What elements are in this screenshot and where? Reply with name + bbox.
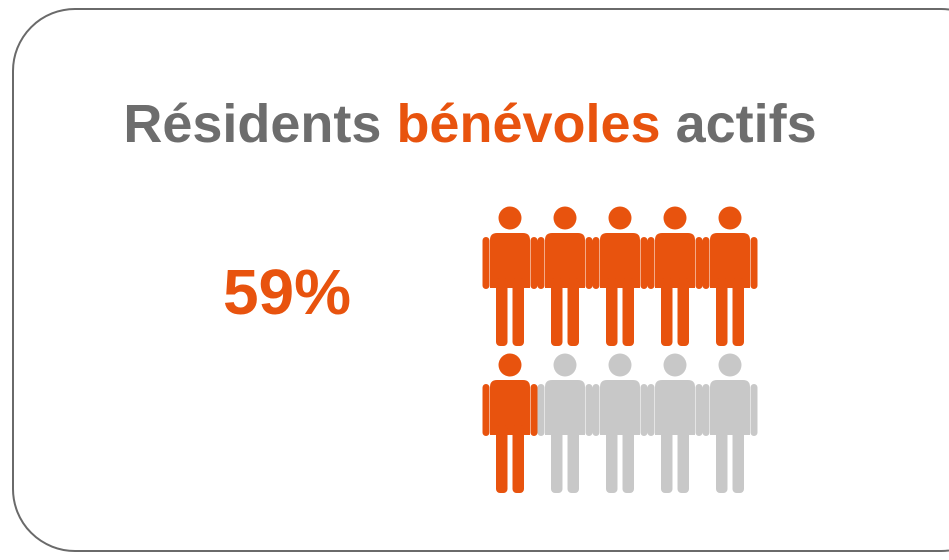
title-word: Résidents <box>123 94 381 154</box>
title: Résidents bénévoles actifs <box>123 94 816 154</box>
stat-value: 59% <box>223 256 351 328</box>
title-word: actifs <box>676 94 817 154</box>
title-accent: bénévoles <box>396 94 660 154</box>
card <box>12 8 949 552</box>
